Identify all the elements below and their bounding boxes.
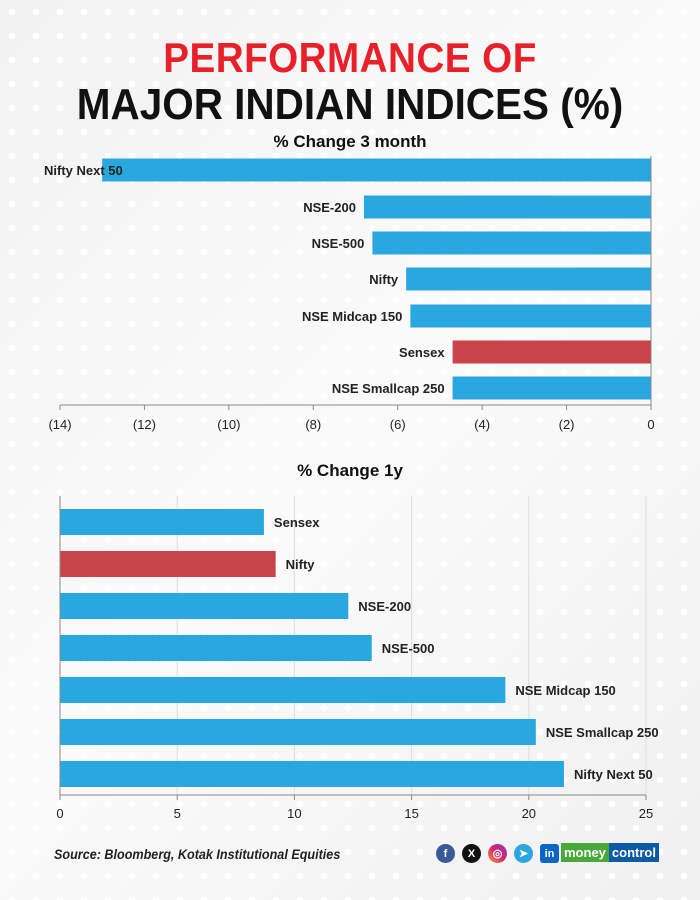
tick-label: (2)	[559, 417, 575, 432]
tick-label: (6)	[390, 417, 406, 432]
bar-nse-midcap-150	[60, 677, 506, 703]
bar-label: NSE Midcap 150	[515, 683, 615, 698]
logo-part-2: control	[608, 843, 659, 862]
tick-label: (8)	[305, 417, 321, 432]
bar-label: NSE-500	[312, 236, 365, 251]
bar-label: Sensex	[274, 515, 320, 530]
bar-label: Nifty Next 50	[44, 163, 123, 178]
linkedin-icon[interactable]: in	[540, 844, 559, 863]
instagram-icon[interactable]: ◎	[488, 844, 507, 863]
bar-label: Nifty	[369, 272, 399, 287]
bar-nifty-next-50	[102, 158, 651, 182]
bar-label: NSE-200	[303, 200, 356, 215]
bar-nse-smallcap-250	[60, 719, 536, 745]
tick-label: 10	[287, 806, 301, 821]
bar-sensex	[452, 340, 651, 364]
bar-label: Nifty Next 50	[574, 767, 653, 782]
tick-label: 5	[174, 806, 181, 821]
x-icon[interactable]: X	[462, 844, 481, 863]
tick-label: 25	[639, 806, 653, 821]
title-line-1: PERFORMANCE OF	[163, 34, 537, 81]
bar-nse-midcap-150	[410, 304, 651, 328]
bar-label: NSE Smallcap 250	[546, 725, 659, 740]
bar-nse-500	[60, 635, 372, 661]
moneycontrol-logo: money control	[561, 843, 659, 862]
tick-label: 20	[522, 806, 536, 821]
tick-label: (10)	[217, 417, 240, 432]
tick-label: 0	[647, 417, 654, 432]
bar-label: NSE Midcap 150	[302, 309, 402, 324]
bar-nse-smallcap-250	[452, 376, 651, 400]
bar-nse-200	[363, 195, 651, 219]
telegram-icon[interactable]: ➤	[514, 844, 533, 863]
bar-nse-200	[60, 593, 349, 619]
logo-part-1: money	[561, 843, 609, 862]
chart-title-0: % Change 3 month	[273, 132, 426, 151]
bar-nifty-next-50	[60, 761, 564, 787]
title-line-2: MAJOR INDIAN INDICES (%)	[76, 80, 624, 129]
facebook-icon[interactable]: f	[436, 844, 455, 863]
tick-label: (12)	[133, 417, 156, 432]
source-note: Source: Bloomberg, Kotak Institutional E…	[54, 846, 341, 862]
tick-label: 0	[56, 806, 63, 821]
tick-label: 15	[404, 806, 418, 821]
bar-sensex	[60, 509, 264, 535]
bar-label: NSE-200	[358, 599, 411, 614]
social-icons: f X ◎ ➤ in	[436, 844, 559, 863]
bar-label: NSE-500	[382, 641, 435, 656]
bar-label: Sensex	[399, 345, 445, 360]
bar-nse-500	[372, 231, 651, 255]
bar-nifty	[60, 551, 276, 577]
bar-nifty	[406, 267, 651, 291]
tick-label: (14)	[48, 417, 71, 432]
tick-label: (4)	[474, 417, 490, 432]
chart-title-1: % Change 1y	[297, 461, 403, 480]
bar-label: NSE Smallcap 250	[332, 381, 445, 396]
bar-label: Nifty	[286, 557, 316, 572]
